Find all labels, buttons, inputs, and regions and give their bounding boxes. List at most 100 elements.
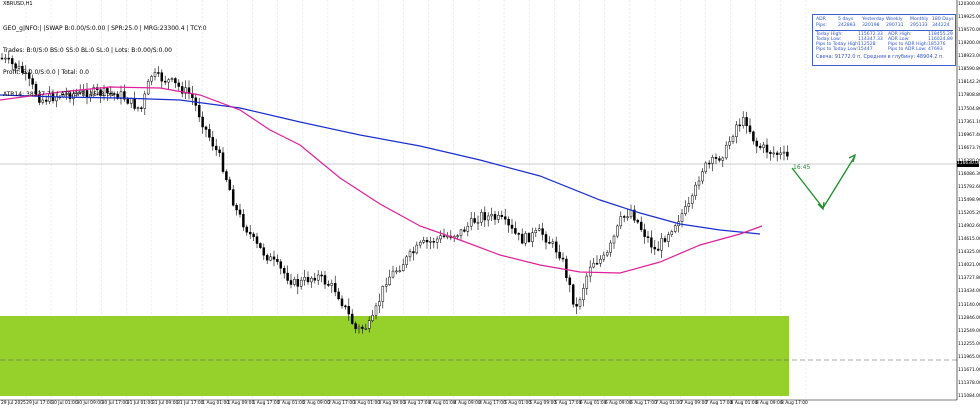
candle-body: [44, 99, 48, 102]
candle-body: [551, 241, 555, 244]
time-tick-label: 5 Aug 09:00: [529, 401, 557, 406]
candle-body: [473, 218, 476, 223]
time-tick-label: 7 Aug 09:00: [680, 401, 708, 406]
price-tick-label: 115498.90: [958, 198, 980, 203]
candle-body: [361, 326, 364, 329]
candle-body: [483, 212, 487, 221]
candle-body: [126, 98, 130, 104]
candle-body: [412, 251, 415, 254]
candle-body: [384, 284, 388, 287]
candle-body: [388, 276, 391, 285]
candle-body: [422, 239, 425, 243]
candle-body: [568, 277, 572, 286]
candle-body: [262, 247, 266, 256]
candle-body: [442, 235, 446, 237]
candle-body: [459, 229, 463, 236]
price-axis[interactable]: 120300.00 119925.00 119570.00 119200.00 1189…: [957, 0, 980, 409]
candle-body: [425, 239, 429, 243]
candle-body: [279, 261, 283, 269]
candle-body: [575, 303, 578, 307]
candle-body: [408, 251, 412, 258]
candle-body: [486, 215, 490, 221]
candle-body: [235, 205, 238, 211]
candle-body: [680, 213, 684, 222]
stats-header-row: ADR 5 days Yesterday Weekly Monthly 180 …: [816, 17, 954, 22]
candle-body: [116, 93, 119, 99]
candle-body: [92, 87, 96, 95]
candle-body: [480, 212, 483, 223]
candle-body: [527, 233, 531, 243]
time-tick-label: 3 Aug 01:00: [353, 401, 381, 406]
candle-body: [289, 280, 293, 285]
candle-body: [17, 65, 21, 69]
candle-body: [143, 93, 147, 109]
price-tick-label: 112846.00: [958, 315, 980, 321]
candle-body: [517, 233, 521, 235]
candle-body: [639, 221, 643, 230]
candle-body: [350, 313, 354, 324]
candle-body: [456, 235, 459, 237]
time-tick-label: 8 Aug 17:00: [781, 401, 808, 406]
candle-body: [524, 233, 527, 244]
candle-body: [167, 79, 170, 83]
info-line: GEO_g|NFO:| |SWAP B:0.00/S:0.00 | SPR:25…: [3, 24, 207, 32]
candle-body: [670, 231, 674, 235]
candle-body: [660, 238, 663, 251]
candle-body: [170, 78, 174, 81]
price-tick-label: 117808.80: [958, 93, 980, 99]
price-tick-label: 118590.80: [958, 67, 980, 73]
candle-body: [34, 84, 38, 95]
candle-body: [184, 87, 187, 94]
price-tick-label: 113727.80: [958, 276, 980, 282]
candle-body: [503, 216, 507, 220]
time-tick-label: 29 Jul 2025: [1, 401, 26, 406]
time-axis[interactable]: 29 Jul 2025 29 Jul 17:00 30 Jul 01:00 30 Ju…: [0, 400, 957, 409]
candle-body: [558, 251, 561, 259]
candle-body: [714, 157, 718, 159]
candle-body: [231, 189, 235, 206]
stats-table: ADR 5 days Yesterday Weekly Monthly 180 …: [812, 14, 956, 66]
candle-body: [221, 152, 225, 172]
candle-body: [296, 279, 300, 287]
candle-body: [245, 226, 249, 233]
candle-body: [656, 248, 660, 251]
candle-body: [272, 256, 276, 260]
candle-body: [248, 231, 252, 235]
candle-body: [310, 277, 313, 283]
candle-body: [21, 65, 24, 73]
time-tick-label: 3 Aug 09:00: [378, 401, 406, 406]
candle-body: [476, 221, 480, 224]
info-panel: GEO_g|NFO:| |SWAP B:0.00/S:0.00 | SPR:25…: [3, 10, 207, 106]
candle-body: [187, 87, 191, 94]
candle-body: [510, 224, 514, 229]
price-tick-label: 111084.00: [958, 394, 980, 399]
candle-body: [775, 152, 779, 155]
candle-body: [534, 230, 538, 233]
info-line: Trades: B:0/S:0 BS:0 SS:0 BL:0 SL:0 | Lo…: [3, 47, 172, 55]
candle-body: [735, 124, 738, 137]
candle-body: [786, 151, 789, 157]
candle-body: [602, 254, 606, 260]
candle-body: [650, 237, 653, 248]
candle-body: [14, 63, 17, 69]
candle-body: [541, 228, 544, 235]
candle-body: [663, 238, 667, 242]
candle-body: [724, 144, 728, 159]
candle-body: [745, 117, 748, 127]
candle-body: [585, 275, 589, 289]
candle-body: [276, 259, 279, 262]
candle-body: [684, 206, 687, 214]
candle-body: [364, 328, 368, 330]
time-tick-label: 1 Aug 09:00: [227, 401, 255, 406]
candle-body: [697, 180, 701, 186]
candle-body: [252, 233, 255, 237]
candle-body: [327, 283, 330, 286]
candle-body: [374, 305, 378, 316]
candle-body: [622, 216, 626, 218]
candle-body: [728, 141, 731, 146]
candle-body: [769, 151, 772, 154]
candle-body: [367, 320, 371, 329]
candle-body: [752, 131, 755, 142]
candle-body: [466, 225, 470, 232]
